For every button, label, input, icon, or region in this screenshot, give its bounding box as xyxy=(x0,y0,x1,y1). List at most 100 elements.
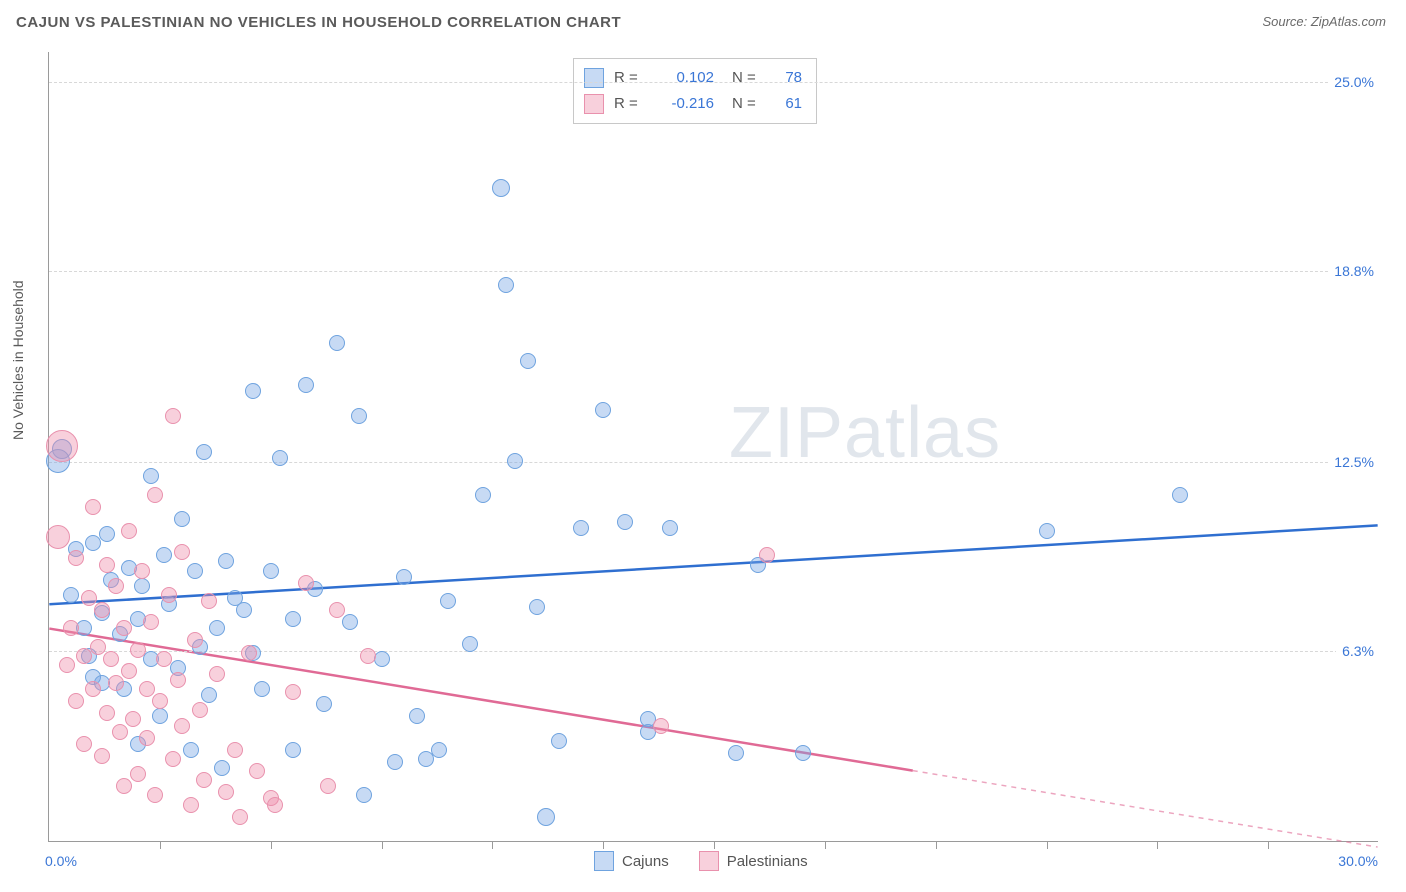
legend-label: Palestinians xyxy=(727,853,808,870)
data-point xyxy=(498,277,514,293)
series-legend: Cajuns Palestinians xyxy=(594,851,808,871)
data-point xyxy=(121,663,137,679)
r-label: R = xyxy=(614,91,644,117)
source-attribution: Source: ZipAtlas.com xyxy=(1262,14,1386,29)
data-point xyxy=(59,657,75,673)
x-tick xyxy=(714,841,715,849)
data-point xyxy=(218,784,234,800)
data-point xyxy=(529,599,545,615)
data-point xyxy=(85,681,101,697)
data-point xyxy=(795,745,811,761)
data-point xyxy=(298,575,314,591)
stats-legend: R =0.102N =78R =-0.216N =61 xyxy=(573,58,817,124)
data-point xyxy=(116,620,132,636)
x-tick xyxy=(825,841,826,849)
data-point xyxy=(267,797,283,813)
gridline-h xyxy=(49,462,1378,463)
data-point xyxy=(108,578,124,594)
data-point xyxy=(507,453,523,469)
data-point xyxy=(174,544,190,560)
data-point xyxy=(85,499,101,515)
series-swatch xyxy=(594,851,614,871)
y-tick-label: 12.5% xyxy=(1328,452,1380,472)
data-point xyxy=(143,468,159,484)
stats-row: R = 0.102 N = 78 xyxy=(584,65,802,91)
data-point xyxy=(285,742,301,758)
data-point xyxy=(201,593,217,609)
data-point xyxy=(170,672,186,688)
data-point xyxy=(152,708,168,724)
r-value: 0.102 xyxy=(654,65,714,91)
y-tick-label: 25.0% xyxy=(1328,72,1380,92)
data-point xyxy=(192,702,208,718)
series-swatch xyxy=(699,851,719,871)
data-point xyxy=(329,335,345,351)
r-label: R = xyxy=(614,65,644,91)
data-point xyxy=(329,602,345,618)
data-point xyxy=(94,748,110,764)
data-point xyxy=(174,511,190,527)
x-tick xyxy=(1047,841,1048,849)
data-point xyxy=(94,602,110,618)
data-point xyxy=(68,550,84,566)
data-point xyxy=(214,760,230,776)
data-point xyxy=(46,430,78,462)
data-point xyxy=(156,651,172,667)
scatter-chart: ZIPatlas R =0.102N =78R =-0.216N =61 0.0… xyxy=(48,52,1378,842)
data-point xyxy=(285,684,301,700)
data-point xyxy=(139,681,155,697)
n-label: N = xyxy=(732,65,762,91)
data-point xyxy=(320,778,336,794)
data-point xyxy=(112,724,128,740)
data-point xyxy=(492,179,510,197)
data-point xyxy=(431,742,447,758)
r-value: -0.216 xyxy=(654,91,714,117)
gridline-h xyxy=(49,271,1378,272)
x-tick xyxy=(271,841,272,849)
data-point xyxy=(249,763,265,779)
data-point xyxy=(573,520,589,536)
data-point xyxy=(209,666,225,682)
data-point xyxy=(351,408,367,424)
y-axis-title: No Vehicles in Household xyxy=(10,280,26,440)
legend-item: Palestinians xyxy=(699,851,808,871)
data-point xyxy=(196,444,212,460)
data-point xyxy=(356,787,372,803)
y-tick-label: 6.3% xyxy=(1336,641,1380,661)
data-point xyxy=(121,523,137,539)
data-point xyxy=(90,639,106,655)
data-point xyxy=(63,587,79,603)
y-tick-label: 18.8% xyxy=(1328,261,1380,281)
x-tick xyxy=(603,841,604,849)
trend-lines xyxy=(49,52,1378,841)
data-point xyxy=(272,450,288,466)
data-point xyxy=(232,809,248,825)
data-point xyxy=(165,408,181,424)
x-tick xyxy=(936,841,937,849)
x-tick xyxy=(1157,841,1158,849)
data-point xyxy=(130,642,146,658)
data-point xyxy=(360,648,376,664)
data-point xyxy=(1172,487,1188,503)
data-point xyxy=(125,711,141,727)
legend-label: Cajuns xyxy=(622,853,669,870)
data-point xyxy=(103,651,119,667)
data-point xyxy=(475,487,491,503)
data-point xyxy=(298,377,314,393)
x-tick xyxy=(382,841,383,849)
data-point xyxy=(520,353,536,369)
x-tick xyxy=(160,841,161,849)
data-point xyxy=(201,687,217,703)
data-point xyxy=(152,693,168,709)
data-point xyxy=(174,718,190,734)
data-point xyxy=(285,611,301,627)
data-point xyxy=(147,787,163,803)
data-point xyxy=(440,593,456,609)
data-point xyxy=(108,675,124,691)
data-point xyxy=(116,778,132,794)
data-point xyxy=(99,526,115,542)
n-value: 78 xyxy=(772,65,802,91)
data-point xyxy=(595,402,611,418)
series-swatch xyxy=(584,94,604,114)
data-point xyxy=(617,514,633,530)
